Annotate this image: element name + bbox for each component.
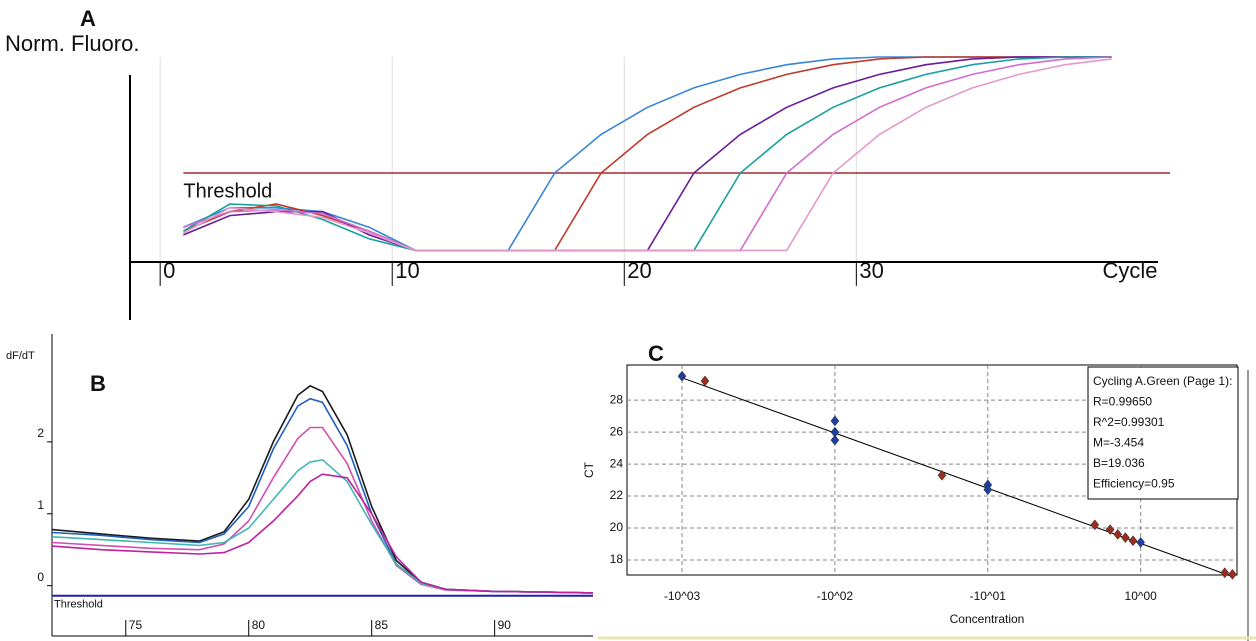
panel-label: B	[90, 371, 106, 396]
data-point	[1121, 532, 1130, 544]
series-line	[183, 58, 1112, 252]
series-line	[51, 426, 594, 594]
x-tick-label: 80	[252, 618, 266, 632]
series-line	[182, 56, 1112, 252]
data-point	[677, 370, 687, 382]
y-tick-label: 26	[610, 424, 624, 438]
data-point	[1105, 524, 1115, 536]
data-point	[1128, 535, 1138, 547]
data-point	[830, 434, 840, 446]
data-point	[1228, 568, 1237, 580]
stats-text: R^2=0.99301	[1093, 415, 1165, 429]
series-line	[183, 56, 1112, 252]
panel-label: C	[648, 341, 664, 366]
y-tick-label: 28	[610, 392, 624, 406]
stats-text: R=0.99650	[1093, 395, 1152, 409]
data-point	[700, 375, 710, 387]
x-tick-label: 10^00	[1125, 589, 1158, 603]
panel-label: A	[80, 6, 96, 31]
series-line	[183, 56, 1112, 252]
series-line	[51, 458, 594, 594]
y-tick-label: 18	[610, 552, 624, 566]
y-tick-label: 20	[610, 520, 624, 534]
x-tick-label: 75	[129, 618, 143, 632]
x-tick-label: -10^03	[664, 589, 701, 603]
x-tick-label: -10^02	[817, 589, 854, 603]
y-tick-label: 2	[37, 426, 44, 440]
y-axis-label: CT	[582, 461, 596, 478]
y-tick-label: 1	[37, 498, 44, 512]
x-tick-label: 90	[498, 618, 512, 632]
threshold-label: Threshold	[54, 599, 103, 611]
data-point	[1113, 529, 1123, 540]
y-tick-label: 24	[610, 456, 624, 470]
data-point	[937, 469, 947, 481]
stats-text: B=19.036	[1093, 456, 1145, 470]
stats-text: Efficiency=0.95	[1093, 477, 1175, 491]
series-line	[183, 56, 1112, 252]
threshold-label: Threshold	[183, 180, 272, 202]
x-tick-label: -10^01	[970, 589, 1007, 603]
data-point	[1136, 536, 1146, 548]
x-tick-label: 85	[375, 618, 389, 632]
data-point	[830, 415, 840, 427]
stats-text: M=-3.454	[1093, 436, 1144, 450]
stats-text: Cycling A.Green (Page 1):	[1093, 374, 1232, 388]
x-axis-label: Cycle	[1102, 258, 1157, 283]
y-tick-label: 22	[610, 488, 624, 502]
series-line	[51, 473, 594, 594]
stats-box	[1087, 366, 1239, 500]
y-axis-label: Norm. Fluoro.	[5, 31, 139, 56]
series-line	[183, 56, 1112, 252]
x-axis-label: Concentration	[950, 612, 1025, 626]
x-tick-label: 0	[163, 258, 175, 283]
series-line	[51, 384, 594, 594]
data-point	[983, 484, 993, 496]
y-tick-label: 0	[37, 570, 44, 584]
data-point	[1220, 567, 1230, 579]
data-point	[1090, 519, 1100, 531]
y-axis-label: dF/dT	[6, 350, 35, 362]
